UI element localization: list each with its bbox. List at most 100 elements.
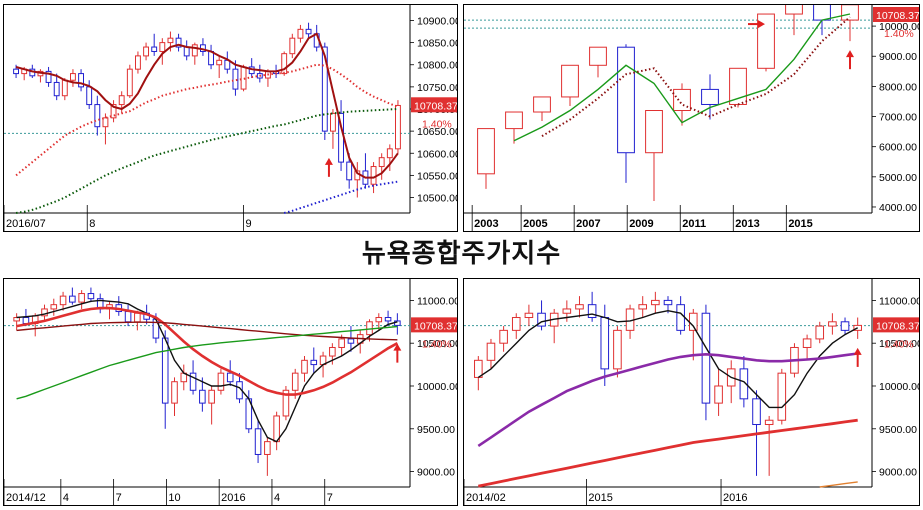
page-title: 뉴욕종합주가지수 — [361, 239, 562, 269]
candle-body — [159, 42, 166, 52]
last-price-box — [873, 317, 919, 333]
daily-chart-panel: 2016/07 8 9 10900.00 10850.00 10800.00 10750.0… — [3, 4, 458, 232]
candle-body — [45, 70, 52, 83]
change-percent-label: 1.40% — [884, 338, 914, 350]
candle-body — [505, 111, 523, 130]
candle-body — [167, 37, 174, 44]
candle-body — [701, 88, 719, 105]
last-price-label: 10708.37 — [414, 320, 457, 332]
candle-body — [785, 5, 803, 15]
y-tick-label: 4000.00 — [879, 202, 917, 214]
candle-body — [216, 59, 223, 66]
y-tick-label: 10000.00 — [417, 381, 457, 393]
y-tick-label: 10500.00 — [417, 338, 457, 350]
candle-body — [135, 55, 141, 70]
candle-body — [102, 117, 109, 128]
moving-average-line — [541, 16, 851, 137]
candle-body — [676, 304, 685, 331]
candle-body — [739, 368, 749, 400]
moving-average-line — [16, 325, 398, 400]
candle-body — [151, 46, 158, 52]
y-tick-label: 10900.00 — [417, 15, 457, 27]
y-tick-label: 8000.00 — [879, 81, 917, 93]
candle-body — [110, 104, 117, 119]
candle-body — [134, 312, 141, 323]
candle-body — [378, 157, 385, 168]
last-price-label: 10708.37 — [414, 100, 457, 112]
monthly-chart-panel: 2014/02 2015 2016 11000.00 10500.00 10000.00 9… — [463, 278, 920, 506]
yearly-chart: 2003 2005 2007 2009 2011 2013 2015 10000.00 9000… — [464, 5, 919, 231]
y-tick-label: 10000.00 — [879, 21, 919, 33]
x-tick-label: 2015 — [788, 218, 812, 230]
y-tick-label: 11000.00 — [879, 295, 919, 307]
candle-body — [562, 308, 572, 314]
candle-body — [729, 67, 747, 105]
x-tick-label: 2014/02 — [466, 492, 506, 504]
candle-body — [183, 46, 190, 57]
candle-body — [289, 37, 296, 55]
candle-body — [69, 295, 76, 303]
candle-body — [305, 28, 312, 35]
candle-body — [41, 308, 48, 317]
moving-average-line — [283, 180, 399, 214]
y-tick-label: 10850.00 — [417, 38, 457, 50]
weekly-chart-panel: 2014/12 4 7 10 2016 4 7 11000.00 10500.00 10000.0… — [3, 278, 458, 506]
candle-body — [124, 311, 132, 323]
y-tick-label: 10500.00 — [879, 338, 919, 350]
moving-average-line — [15, 108, 398, 214]
x-tick-label: 2005 — [523, 218, 547, 230]
candle-body — [94, 104, 101, 128]
arrow-head — [324, 157, 333, 165]
candle-body — [87, 293, 95, 300]
change-percent-label: 1.40% — [884, 28, 914, 40]
change-percent-label: 1.40% — [422, 338, 452, 350]
candle-body — [13, 68, 19, 75]
x-tick-label: 7 — [116, 492, 122, 504]
y-tick-label: 9500.00 — [417, 424, 455, 436]
candle-body — [537, 312, 546, 327]
candle-body — [651, 299, 660, 306]
candle-body — [338, 338, 345, 348]
candle-body — [828, 321, 837, 327]
candle-body — [375, 317, 383, 323]
arrow-head — [846, 50, 854, 58]
moving-average-line — [513, 13, 851, 142]
candle-body — [395, 104, 401, 150]
candle-body — [841, 5, 859, 21]
candle-body — [301, 359, 308, 374]
candle-body — [714, 385, 723, 404]
candle-body — [777, 372, 787, 421]
y-tick-label: 10800.00 — [417, 60, 457, 72]
y-tick-label: 9000.00 — [879, 51, 917, 63]
candle-body — [321, 46, 328, 132]
moving-average-line — [819, 481, 858, 488]
y-tick-label: 7000.00 — [879, 112, 917, 124]
candle-body — [291, 372, 299, 391]
x-tick-label: 10 — [168, 492, 180, 504]
y-tick-label: 10750.00 — [417, 82, 457, 94]
candle-body — [474, 359, 483, 378]
candle-body — [663, 299, 673, 306]
candle-body — [600, 317, 610, 370]
change-percent-label: 1.40% — [422, 118, 452, 130]
moving-average-line — [16, 306, 399, 396]
x-tick-label: 2009 — [629, 218, 653, 230]
moving-average-line — [16, 321, 398, 341]
candle-body — [757, 13, 775, 69]
candle-body — [370, 166, 377, 185]
candle-body — [394, 320, 401, 326]
candle-body — [310, 359, 318, 366]
candle-body — [673, 88, 691, 112]
x-tick-label: 4 — [274, 492, 280, 504]
y-tick-label: 11000.00 — [417, 295, 457, 307]
candle-body — [59, 295, 67, 306]
candle-body — [384, 317, 392, 322]
y-tick-label: 6000.00 — [879, 142, 917, 154]
candle-body — [587, 304, 597, 319]
x-tick-label: 7 — [327, 492, 333, 504]
y-tick-label: 5000.00 — [879, 172, 917, 184]
candle-body — [78, 73, 84, 88]
last-price-box — [411, 97, 457, 113]
x-tick-label: 2013 — [735, 218, 759, 230]
x-tick-label: 2016/07 — [6, 218, 46, 230]
